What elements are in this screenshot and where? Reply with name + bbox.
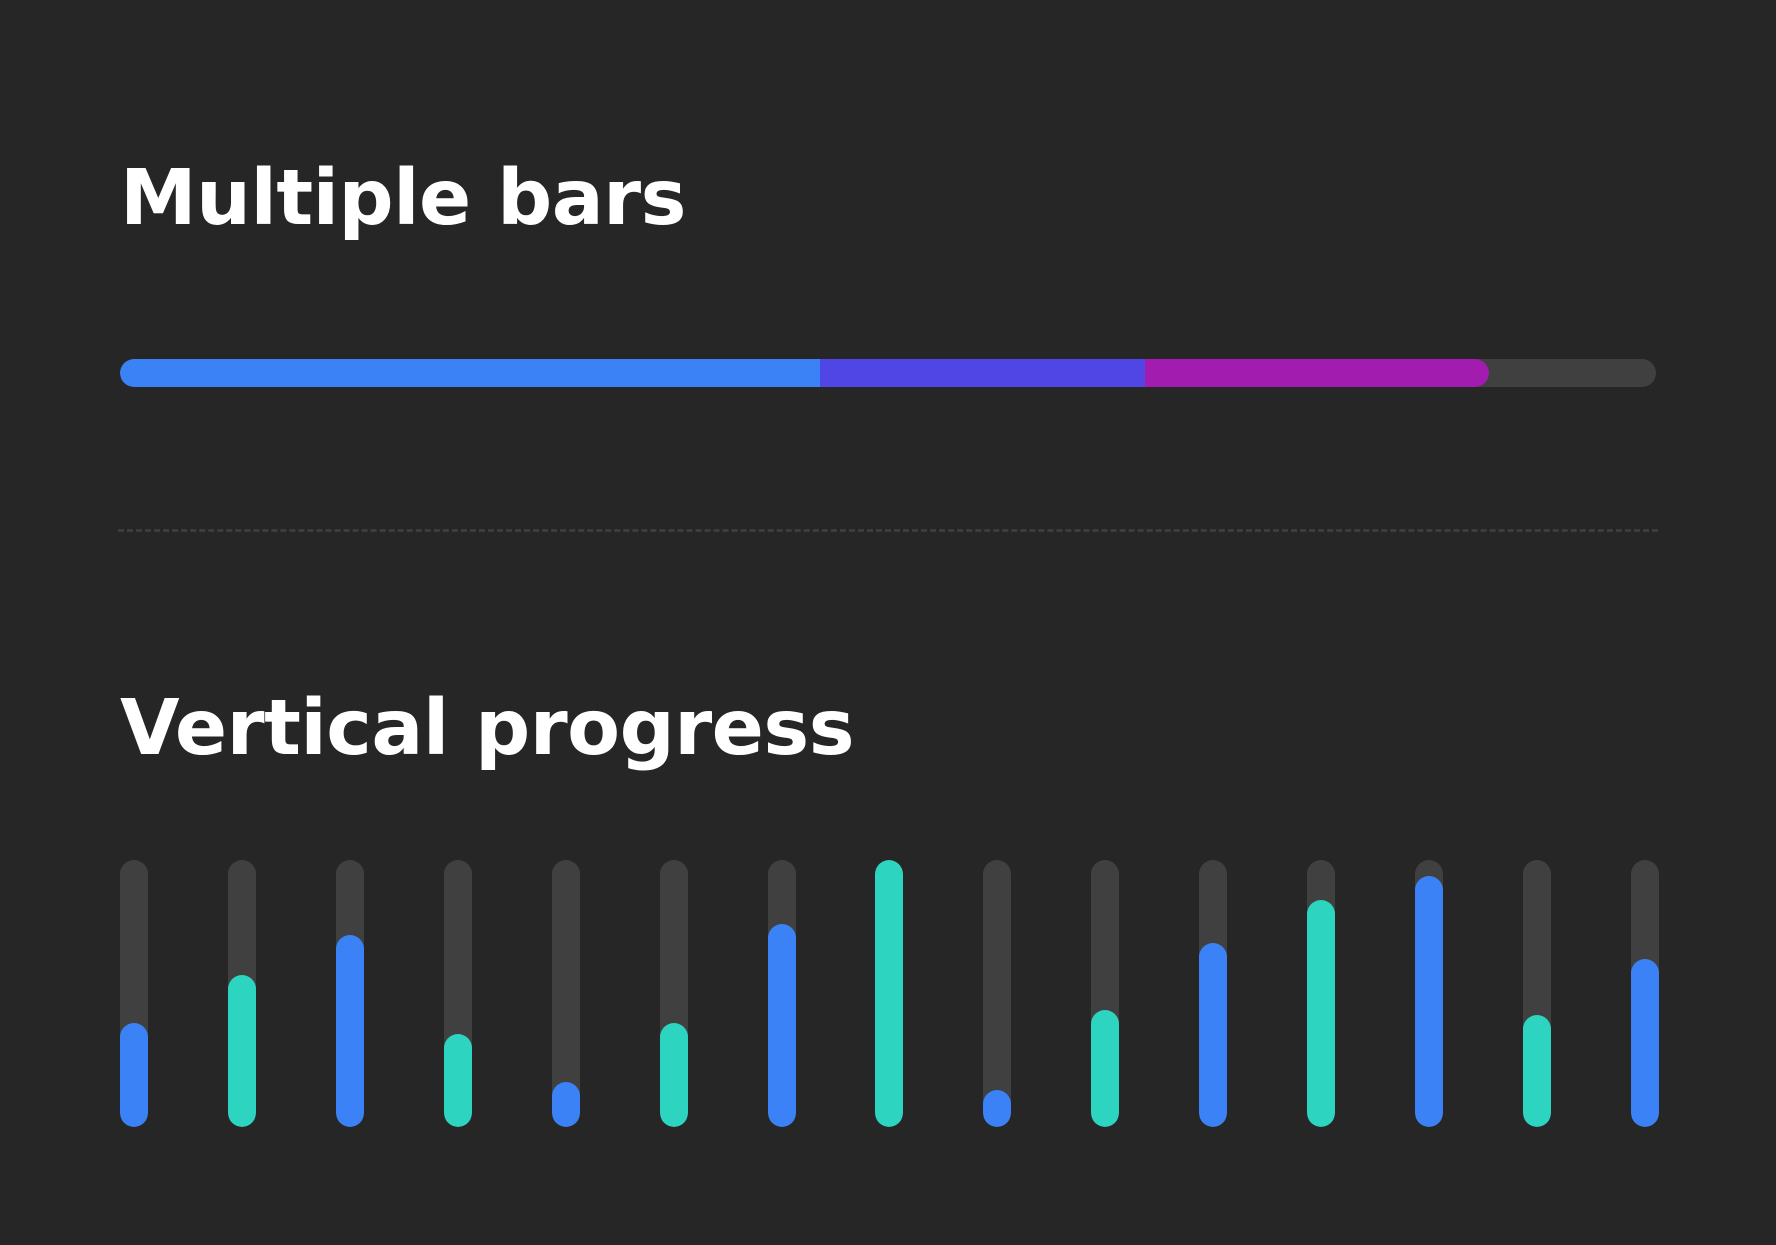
vertical-progress-fill-2 <box>227 974 256 1127</box>
vertical-progress-fill-8 <box>875 860 904 1127</box>
vertical-progress-fill-11 <box>1199 942 1228 1127</box>
vertical-progress-track-8 <box>875 860 904 1127</box>
stacked-progress-bar <box>120 359 1656 387</box>
vertical-progress-fill-13 <box>1415 876 1444 1127</box>
section-title-vertical-progress: Vertical progress <box>120 684 855 773</box>
progress-segment-purple <box>1144 359 1489 387</box>
progress-segment-blue <box>120 359 821 387</box>
vertical-progress-fill-7 <box>767 924 796 1127</box>
vertical-progress-fill-14 <box>1522 1014 1551 1127</box>
vertical-progress-track-11 <box>1199 860 1228 1127</box>
vertical-progress-track-9 <box>983 860 1012 1127</box>
vertical-progress-fill-4 <box>443 1033 472 1127</box>
vertical-progress-track-2 <box>227 860 256 1127</box>
vertical-progress-fill-12 <box>1307 900 1336 1127</box>
dashed-divider <box>118 529 1658 532</box>
vertical-progress-track-7 <box>767 860 796 1127</box>
vertical-progress-fill-5 <box>551 1081 580 1127</box>
vertical-progress-track-12 <box>1307 860 1336 1127</box>
vertical-progress-track-13 <box>1415 860 1444 1127</box>
vertical-progress-fill-9 <box>983 1089 1012 1127</box>
vertical-progress-track-3 <box>335 860 364 1127</box>
vertical-progress-track-10 <box>1091 860 1120 1127</box>
vertical-progress-group <box>120 860 1659 1127</box>
vertical-progress-track-6 <box>659 860 688 1127</box>
vertical-progress-fill-6 <box>659 1022 688 1127</box>
vertical-progress-fill-10 <box>1091 1009 1120 1127</box>
vertical-progress-fill-1 <box>120 1022 148 1127</box>
vertical-progress-track-5 <box>551 860 580 1127</box>
vertical-progress-fill-15 <box>1630 958 1659 1127</box>
vertical-progress-track-15 <box>1630 860 1659 1127</box>
vertical-progress-track-14 <box>1522 860 1551 1127</box>
vertical-progress-fill-3 <box>335 934 364 1127</box>
progress-segment-indigo <box>820 359 1145 387</box>
vertical-progress-track-4 <box>443 860 472 1127</box>
vertical-progress-track-1 <box>120 860 148 1127</box>
section-title-multiple-bars: Multiple bars <box>120 154 686 243</box>
